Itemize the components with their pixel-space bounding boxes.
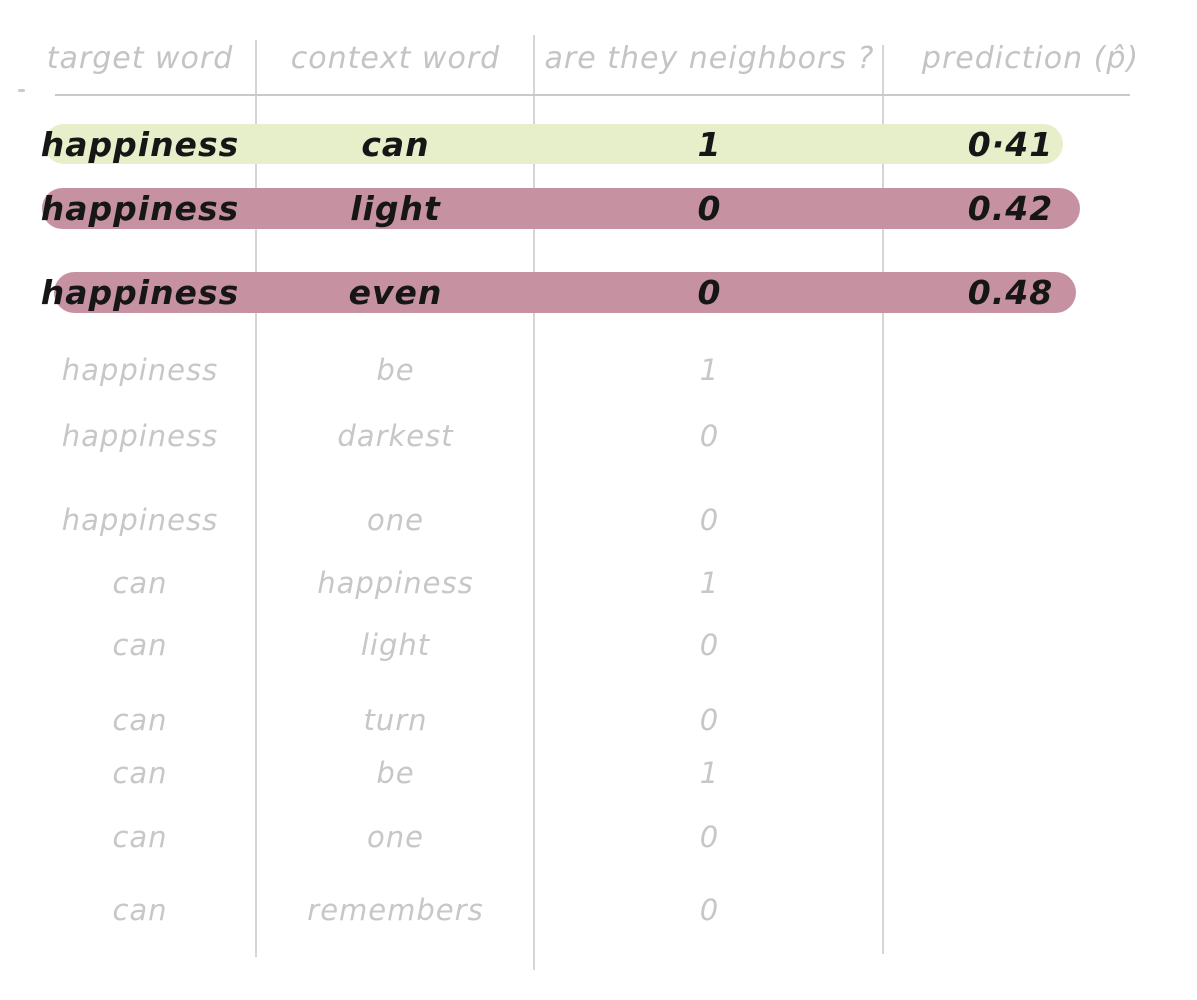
context-word-cell: can	[361, 124, 430, 164]
neighbors-cell: 1	[699, 566, 720, 600]
neighbors-cell: 0	[697, 272, 722, 312]
prediction-cell: 0·41	[967, 124, 1054, 164]
context-word-cell: turn	[363, 703, 428, 737]
context-word-cell: even	[348, 272, 443, 312]
target-word-cell: happiness	[61, 503, 219, 537]
neighbors-cell: 1	[699, 756, 720, 790]
highlight-pill-pink-1	[42, 188, 1080, 229]
target-word-cell: can	[112, 628, 168, 662]
target-word-cell: happiness	[61, 419, 219, 453]
table-row: happiness light 0 0.42	[0, 186, 1197, 230]
column-header-prediction: prediction (p̂)	[921, 40, 1140, 76]
table-row: can remembers 0	[0, 888, 1197, 932]
target-word-cell: can	[112, 756, 168, 790]
column-divider-2	[533, 35, 535, 970]
table-row: can turn 0	[0, 698, 1197, 742]
neighbors-cell: 0	[699, 419, 720, 453]
context-word-cell: be	[376, 756, 415, 790]
target-word-cell: happiness	[40, 188, 240, 228]
target-word-cell: can	[112, 703, 168, 737]
table-row: can happiness 1	[0, 561, 1197, 605]
table-row: can one 0	[0, 815, 1197, 859]
target-word-cell: can	[112, 566, 168, 600]
context-word-cell: be	[376, 353, 415, 387]
table-row: happiness can 1 0·41	[0, 122, 1197, 166]
column-divider-3	[882, 45, 884, 954]
table-row: can be 1	[0, 751, 1197, 795]
table-row: happiness darkest 0	[0, 414, 1197, 458]
context-word-cell: one	[367, 503, 424, 537]
highlight-pill-green	[44, 124, 1063, 164]
neighbors-cell: 1	[697, 124, 722, 164]
column-header-target-word: target word	[46, 40, 234, 76]
neighbors-cell: 0	[699, 893, 720, 927]
neighbors-cell: 0	[699, 503, 720, 537]
table-row: happiness even 0 0.48	[0, 270, 1197, 314]
neighbors-cell: 0	[699, 820, 720, 854]
column-header-context-word: context word	[290, 40, 501, 76]
neighbors-cell: 0	[699, 703, 720, 737]
target-word-cell: can	[112, 820, 168, 854]
target-word-cell: happiness	[40, 272, 240, 312]
target-word-cell: can	[112, 893, 168, 927]
target-word-cell: happiness	[40, 124, 240, 164]
table-row: happiness be 1	[0, 348, 1197, 392]
column-header-neighbors: are they neighbors ?	[544, 40, 875, 76]
table-header-row: target word context word are they neighb…	[0, 28, 1197, 88]
prediction-cell: 0.42	[967, 188, 1054, 228]
context-word-cell: happiness	[317, 566, 474, 600]
stray-pen-mark	[18, 89, 25, 92]
table-row: can light 0	[0, 623, 1197, 667]
target-word-cell: happiness	[61, 353, 219, 387]
context-word-cell: remembers	[307, 893, 484, 927]
context-word-cell: light	[350, 188, 441, 228]
table-row: happiness one 0	[0, 498, 1197, 542]
context-word-cell: darkest	[337, 419, 454, 453]
column-divider-1	[255, 40, 257, 957]
header-underline	[55, 94, 1130, 96]
neighbors-cell: 0	[697, 188, 722, 228]
prediction-cell: 0.48	[967, 272, 1054, 312]
neighbors-cell: 0	[699, 628, 720, 662]
neighbors-cell: 1	[699, 353, 720, 387]
context-word-cell: one	[367, 820, 424, 854]
context-word-cell: light	[360, 628, 431, 662]
highlight-pill-pink-2	[54, 272, 1076, 313]
